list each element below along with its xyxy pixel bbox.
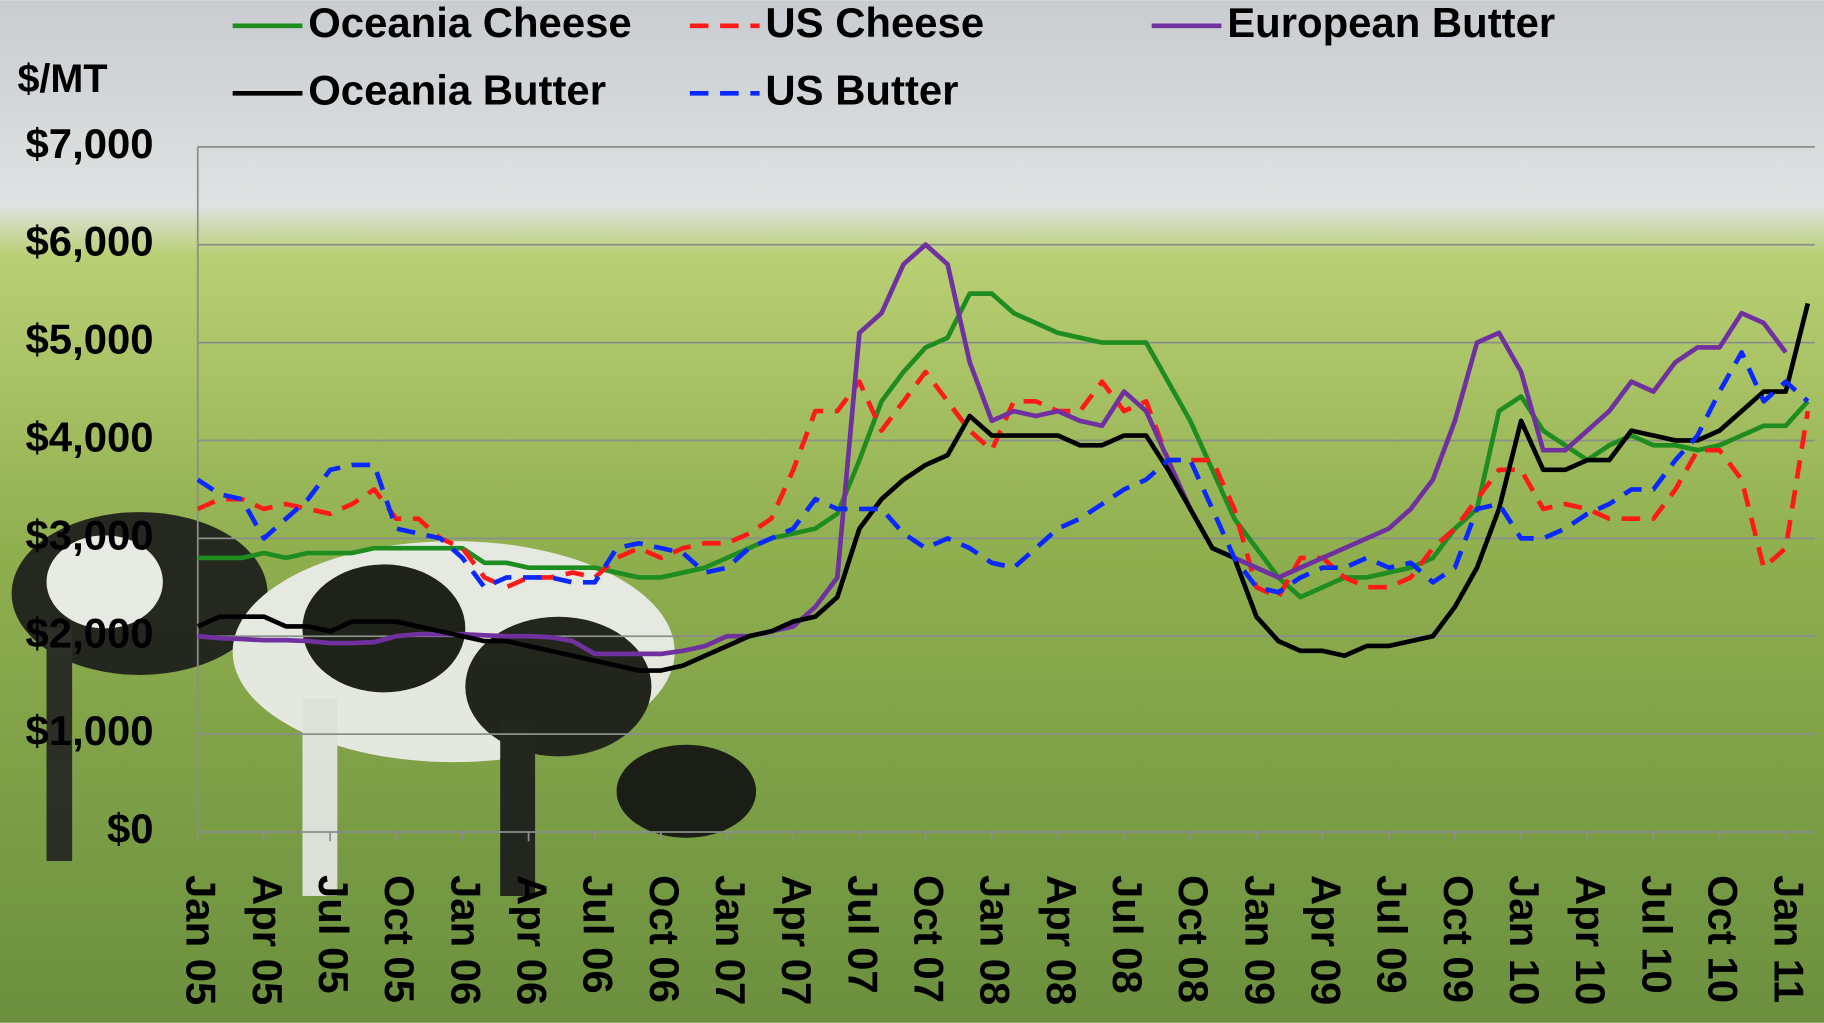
x-tick-label: Jan 07 [707,875,754,1005]
x-tick-label: Oct 09 [1435,875,1482,1003]
y-tick-label: $7,000 [26,120,154,167]
x-tick-label: Jan 05 [178,875,225,1005]
x-tick-label: Jan 08 [972,875,1019,1005]
y-tick-label: $6,000 [26,218,154,265]
cows [11,512,757,896]
x-tick-label: Oct 07 [906,875,953,1003]
x-tick-label: Jan 10 [1501,875,1548,1005]
y-tick-label: $0 [107,805,154,852]
y-tick-label: $1,000 [26,707,154,754]
series-line [196,302,1811,673]
x-tick-label: Jan 06 [442,875,489,1005]
x-tick-label: Apr 07 [773,875,820,1005]
x-tick-label: Jan 11 [1766,875,1813,1003]
x-tick-label: Apr 08 [1038,875,1085,1005]
x-tick-label: Jul 07 [839,875,886,994]
legend-label: US Cheese [765,0,984,46]
x-tick-label: Jul 08 [1104,875,1151,994]
x-tick-label: Apr 10 [1567,875,1614,1005]
y-tick-label: $2,000 [26,609,154,656]
legend-label: European Butter [1227,0,1555,46]
x-tick-label: Jul 09 [1369,875,1416,994]
legend-label: Oceania Cheese [308,0,631,46]
y-axis-label: $/MT [17,57,107,101]
x-tick-label: Apr 05 [244,875,291,1005]
x-tick-label: Jul 06 [575,875,622,994]
x-tick-label: Jul 05 [310,875,357,994]
y-tick-label: $5,000 [26,316,154,363]
y-tick-label: $4,000 [26,414,154,461]
x-tick-label: Oct 08 [1170,875,1217,1003]
legend-label: Oceania Butter [308,66,606,113]
series-line [196,350,1810,595]
x-tick-label: Jul 10 [1633,875,1680,994]
x-tick-label: Jan 09 [1236,875,1283,1005]
x-tick-label: Oct 10 [1700,875,1747,1003]
legend-label: US Butter [765,66,958,113]
x-tick-label: Oct 05 [376,875,423,1003]
x-tick-label: Apr 09 [1303,875,1350,1005]
x-tick-label: Oct 06 [641,875,688,1003]
x-tick-label: Apr 06 [509,875,556,1005]
y-tick-label: $3,000 [26,511,154,558]
series-line [196,369,1811,600]
